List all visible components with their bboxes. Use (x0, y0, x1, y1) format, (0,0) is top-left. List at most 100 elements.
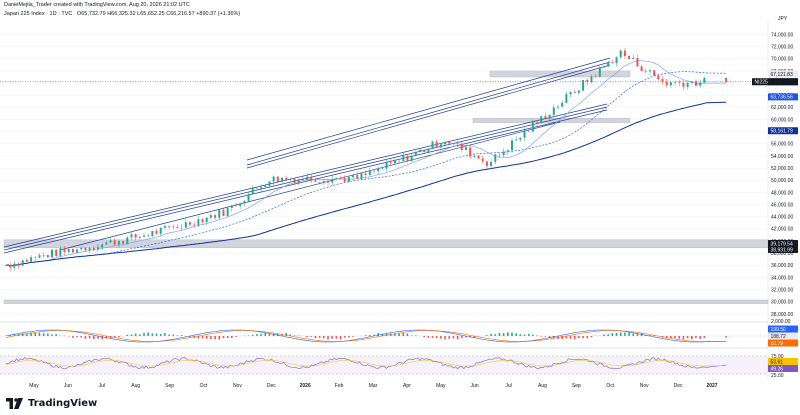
symbol-line: Japan 225 Index · 1D · TVC O65,732.79 H6… (4, 11, 240, 17)
candle (184, 222, 187, 228)
channel-line (59, 121, 561, 251)
macd-bar (703, 336, 706, 339)
candle (276, 176, 279, 182)
macd-value-tag (768, 325, 798, 333)
symbol-name[interactable]: Japan 225 Index · 1D · TVC (4, 11, 73, 17)
candle (168, 226, 171, 227)
candle (389, 162, 392, 164)
candle (368, 170, 371, 176)
candle (13, 263, 16, 268)
macd-bar (431, 336, 434, 338)
time-tick-label: Jul (505, 383, 511, 389)
macd-bar (327, 336, 329, 340)
macd-bar (80, 336, 83, 338)
time-tick-label: Nov (233, 383, 242, 389)
candle (398, 160, 401, 162)
rsi-value-tag (768, 365, 798, 372)
tradingview-icon (6, 398, 23, 409)
candle (682, 82, 685, 87)
candle (364, 173, 367, 176)
zone-band (3, 299, 769, 304)
macd-bar (256, 334, 258, 336)
time-tick-label: Nov (640, 383, 649, 389)
macd-bar (461, 336, 463, 339)
macd-bar (440, 336, 442, 339)
time-tick-label: Aug (538, 383, 547, 389)
candle (632, 58, 635, 60)
macd-bar (456, 336, 459, 340)
signal-line (5, 330, 727, 342)
zone-band (489, 70, 631, 78)
macd-bar (235, 336, 237, 337)
macd-bar (486, 335, 488, 336)
price-tick-label: 62,000.00 (771, 105, 793, 111)
candle (523, 130, 526, 138)
candle (63, 248, 66, 252)
candle (326, 181, 329, 183)
macd-bar (264, 333, 267, 336)
macd-bar (101, 336, 103, 340)
macd-bar (394, 333, 396, 336)
signal-value-label: 188.72 (771, 334, 787, 340)
chart[interactable]: 74,000.0072,000.0070,000.0068,000.0066,0… (0, 0, 800, 393)
macd-bar (569, 336, 572, 339)
macd-bar (536, 335, 538, 336)
candle (611, 62, 614, 64)
candle (155, 230, 158, 234)
symbol-label: NI225 (755, 80, 769, 86)
candle (590, 76, 593, 82)
macd-bar (573, 336, 576, 340)
candle (527, 130, 530, 132)
macd-bar (218, 336, 221, 340)
macd-bar (674, 336, 676, 339)
zone-mid-b-label: 38,931.99 (771, 247, 793, 253)
candle (644, 71, 647, 72)
candle (38, 255, 41, 258)
candle (113, 240, 116, 245)
macd-bar (586, 336, 589, 339)
horizontal-zones[interactable] (3, 70, 769, 304)
candle (335, 178, 338, 179)
macd-bar (318, 336, 321, 338)
macd-bar (670, 336, 672, 338)
candle (703, 77, 706, 83)
trend-channel[interactable] (3, 57, 611, 254)
macd-bar (314, 336, 317, 339)
macd-bar (34, 332, 37, 336)
time-tick-label: Jul (99, 383, 105, 389)
rsi-pane (0, 355, 768, 375)
pane-separators[interactable] (0, 22, 769, 378)
candle (439, 144, 442, 148)
candle (109, 240, 112, 243)
candle (71, 248, 74, 253)
macd-bar (272, 333, 275, 336)
time-tick-label: Feb (335, 383, 344, 389)
candle (297, 179, 300, 183)
macd-bar (147, 332, 149, 336)
macd-bar (335, 336, 338, 339)
candle (565, 94, 568, 103)
macd-bar (97, 336, 99, 339)
candle (293, 178, 296, 183)
time-tick-label: Aug (131, 383, 140, 389)
macd-bar (130, 334, 133, 336)
tradingview-logo[interactable]: TradingView (6, 398, 97, 409)
candle (410, 155, 413, 162)
candle (665, 81, 668, 86)
time-axis[interactable]: May Jun Jul Aug Sep Oct Nov Dec 2026 Feb Mar Apr May… (29, 383, 718, 389)
macd-bar (377, 333, 379, 336)
macd-bar (42, 333, 45, 336)
macd-bar (423, 336, 425, 338)
candle (50, 249, 53, 258)
candle (561, 102, 564, 107)
macd-bar (381, 333, 384, 336)
macd-bar (452, 336, 455, 339)
candle (268, 181, 271, 186)
macd-bar (343, 336, 346, 338)
candle (393, 160, 396, 164)
macd-bar (502, 333, 505, 336)
rsi-ma-value-tag (768, 358, 798, 365)
price-tick-label: 36,000.00 (771, 263, 793, 269)
macd-bar (260, 333, 262, 336)
macd-bar (72, 336, 74, 338)
